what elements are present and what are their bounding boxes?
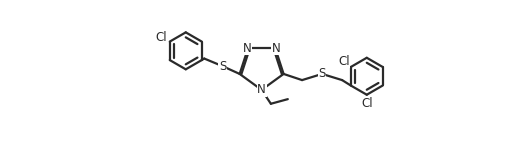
Text: N: N [257,83,266,96]
Text: N: N [243,42,252,55]
Text: N: N [271,42,281,55]
Text: Cl: Cl [361,98,373,111]
Text: S: S [318,67,326,80]
Text: Cl: Cl [338,55,350,68]
Text: Cl: Cl [156,31,167,44]
Text: S: S [219,60,226,73]
